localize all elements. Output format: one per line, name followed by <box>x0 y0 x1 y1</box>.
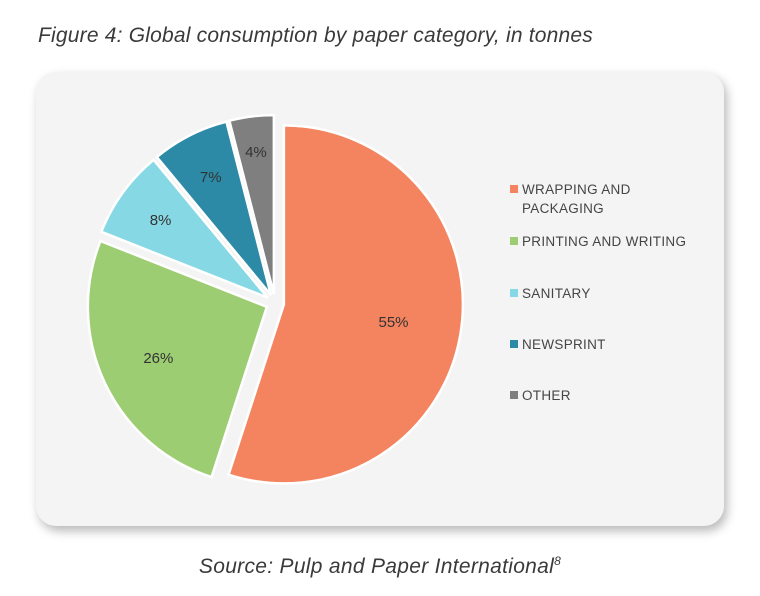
figure-title: Figure 4: Global consumption by paper ca… <box>38 24 593 47</box>
pie-slice-wrapping-and-packaging <box>226 124 465 485</box>
data-label-newsprint: 7% <box>200 169 222 186</box>
source-reference: 8 <box>554 554 562 568</box>
source-text: Source: Pulp and Paper International <box>198 555 555 578</box>
data-label-wrapping-and-packaging: 55% <box>378 314 408 331</box>
pie-slice-sanitary <box>99 158 269 299</box>
data-label-printing-and-writing: 26% <box>143 350 173 367</box>
legend-label: OTHER <box>522 388 571 403</box>
pie-slice-other <box>227 113 276 295</box>
legend-label: NEWSPRINT <box>522 337 606 352</box>
legend-item-sanitary: SANITARY <box>510 284 712 303</box>
data-label-sanitary: 8% <box>150 212 172 229</box>
chart-card: 55% 26% 8% 7% 4% WRAPPING AND PACKAGING PRIN… <box>36 72 724 526</box>
pie-slice-printing-and-writing <box>86 239 269 479</box>
data-label-other: 4% <box>245 144 267 161</box>
legend-swatch <box>510 237 518 245</box>
legend-label: PRINTING AND WRITING <box>522 234 687 249</box>
legend-swatch <box>510 289 518 297</box>
legend-item-newsprint: NEWSPRINT <box>510 335 712 354</box>
pie-chart: 55% 26% 8% 7% 4% <box>86 113 465 485</box>
source-note: Source: Pulp and Paper International8 <box>0 554 760 579</box>
legend-label: WRAPPING AND PACKAGING <box>522 182 631 216</box>
legend-label: SANITARY <box>522 286 591 301</box>
legend-swatch <box>510 185 518 193</box>
legend-item-other: OTHER <box>510 386 712 405</box>
legend-item-printing-and-writing: PRINTING AND WRITING <box>510 232 722 251</box>
legend-item-wrapping-and-packaging: WRAPPING AND PACKAGING <box>510 180 712 218</box>
legend-swatch <box>510 340 518 348</box>
pie-slice-newsprint <box>155 120 273 296</box>
legend-swatch <box>510 391 518 399</box>
